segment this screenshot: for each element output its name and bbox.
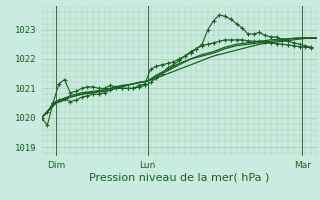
- X-axis label: Pression niveau de la mer( hPa ): Pression niveau de la mer( hPa ): [89, 173, 269, 183]
